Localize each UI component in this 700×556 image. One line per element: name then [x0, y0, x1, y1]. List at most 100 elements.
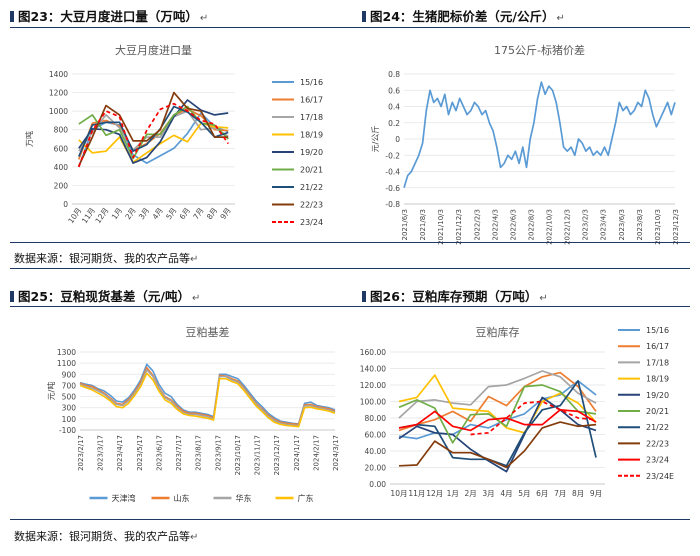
legend-label: 山东	[174, 493, 190, 503]
header-marker-icon	[362, 11, 366, 22]
series-line	[79, 366, 336, 426]
series-line	[470, 400, 597, 436]
y-tick-label: 200	[54, 181, 69, 190]
legend-label: 广东	[298, 493, 314, 503]
series-line	[398, 384, 597, 444]
y-tick-label: 120.00	[360, 381, 386, 390]
header-rule-top	[10, 27, 690, 28]
y-tick-label: 140.00	[360, 365, 386, 374]
x-tick-label: 11月	[80, 206, 97, 225]
y-tick-label: 160.00	[360, 348, 386, 357]
x-tick-label: 5月	[164, 206, 178, 221]
x-tick-label: 2023/11/17	[254, 435, 262, 475]
x-tick-label: 2022/8/3	[527, 209, 535, 240]
return-arrow-icon: ↵	[199, 13, 209, 24]
series-line	[78, 108, 229, 160]
soybean-import-chart: 大豆月度进口量 0 200 400 600 800 1000 1200 1400 万吨 10月11月…	[24, 43, 323, 227]
y-tick-label: 600	[54, 144, 69, 153]
series-line	[398, 421, 597, 469]
header-marker-icon	[10, 291, 14, 302]
x-tick-label: 8月	[205, 206, 219, 221]
fig26-header: 图26：豆粕库存预期（万吨） ↵	[362, 286, 548, 305]
x-tick-label: 4月	[151, 206, 165, 221]
source-note-top: 数据来源：银河期货、我的农产品等↵	[14, 250, 198, 266]
series-line	[79, 369, 336, 427]
source-rule-top	[10, 242, 690, 243]
legend-label: 17/18	[646, 358, 669, 367]
chart-title: 大豆月度进口量	[115, 43, 192, 57]
y-tick-label: 80.00	[365, 414, 387, 423]
header-marker-icon	[362, 291, 366, 302]
x-tick-label: 2023/6/3	[618, 209, 626, 240]
y-axis-label: 元/公斤	[370, 126, 380, 153]
x-tick-label: 2023/7/17	[175, 435, 183, 471]
series-line	[78, 105, 229, 157]
x-tick-label: 2023/2/3	[582, 209, 590, 240]
legend-label: 23/24E	[646, 472, 674, 481]
y-axis-label: 万吨	[24, 131, 34, 147]
legend-label: 华东	[236, 493, 252, 503]
x-tick-label: 2023/10/3	[654, 209, 662, 245]
legend-label: 21/22	[300, 183, 323, 192]
legend-label: 22/23	[300, 201, 323, 210]
legend-label: 16/17	[646, 342, 669, 351]
fig26-title: 图26：豆粕库存预期（万吨）	[370, 289, 538, 304]
x-tick-label: 2023/10/17	[234, 435, 242, 475]
series-line	[78, 99, 229, 164]
hog-price-spread-chart: 175公斤-标猪价差 -0.8 -0.6 -0.4 -0.2 0 0.2 0.4 0.6 0.8 元…	[370, 43, 680, 245]
x-tick-label: 12月	[426, 489, 443, 498]
x-tick-label: 10月	[390, 489, 407, 498]
x-tick-label: 9月	[218, 206, 232, 221]
x-tick-label: 2023/4/17	[116, 435, 124, 471]
x-tick-label: 2023/9/17	[214, 435, 222, 471]
x-tick-label: 8月	[572, 489, 584, 498]
y-tick-label: 300	[62, 404, 77, 413]
legend-label: 15/16	[646, 326, 669, 335]
x-tick-label: 3月	[482, 489, 494, 498]
y-tick-label: 0.2	[388, 119, 400, 128]
legend-label: 21/22	[646, 423, 669, 432]
y-tick-label: 1300	[57, 348, 76, 357]
legend-label: 20/21	[300, 166, 323, 175]
x-tick-label: 2022/4/3	[491, 209, 499, 240]
y-tick-label: 20.00	[365, 464, 387, 473]
series-line	[398, 371, 597, 432]
separator-rule	[10, 268, 690, 269]
chart-title: 豆粕库存	[476, 325, 520, 339]
y-tick-label: 900	[62, 370, 77, 379]
x-tick-label: 2021/10/3	[437, 209, 445, 245]
y-tick-label: 40.00	[365, 447, 387, 456]
legend-label: 20/21	[646, 407, 669, 416]
x-tick-label: 1月	[447, 489, 459, 498]
x-tick-label: 2023/5/17	[136, 435, 144, 471]
y-tick-label: -0.8	[385, 200, 400, 209]
series-line	[398, 396, 597, 473]
y-tick-label: 1200	[49, 89, 68, 98]
y-tick-label: -100	[59, 426, 76, 435]
source-rule-bottom	[10, 519, 690, 520]
x-tick-label: 9月	[590, 489, 602, 498]
x-tick-label: 7月	[191, 206, 205, 221]
series-line	[398, 408, 597, 432]
x-tick-label: 1月	[110, 206, 124, 221]
x-tick-label: 2024/1/17	[293, 435, 301, 471]
legend-label: 15/16	[300, 78, 323, 87]
y-tick-label: 500	[62, 393, 77, 402]
y-tick-label: 1400	[49, 70, 68, 79]
fig23-title: 图23：大豆月度进口量（万吨）	[18, 9, 198, 24]
legend-label: 19/20	[646, 391, 669, 400]
x-tick-label: 2023/12/17	[273, 435, 281, 475]
fig25-header: 图25：豆粕现货基差（元/吨） ↵	[10, 286, 200, 305]
source-note-bottom: 数据来源：银河期货、我的农产品等↵	[14, 528, 198, 544]
source-text: 数据来源：银河期货、我的农产品等	[14, 530, 190, 543]
y-tick-label: 0	[395, 135, 400, 144]
series-line	[79, 372, 336, 428]
y-tick-label: 0.4	[388, 103, 400, 112]
x-tick-label: 11月	[408, 489, 425, 498]
x-tick-label: 2022/6/3	[509, 209, 517, 240]
y-tick-label: 60.00	[365, 431, 387, 440]
return-arrow-icon: ↵	[191, 293, 201, 304]
legend-label: 16/17	[300, 96, 323, 105]
x-tick-label: 2021/8/3	[419, 209, 427, 240]
legend-label: 天津湾	[112, 493, 136, 503]
